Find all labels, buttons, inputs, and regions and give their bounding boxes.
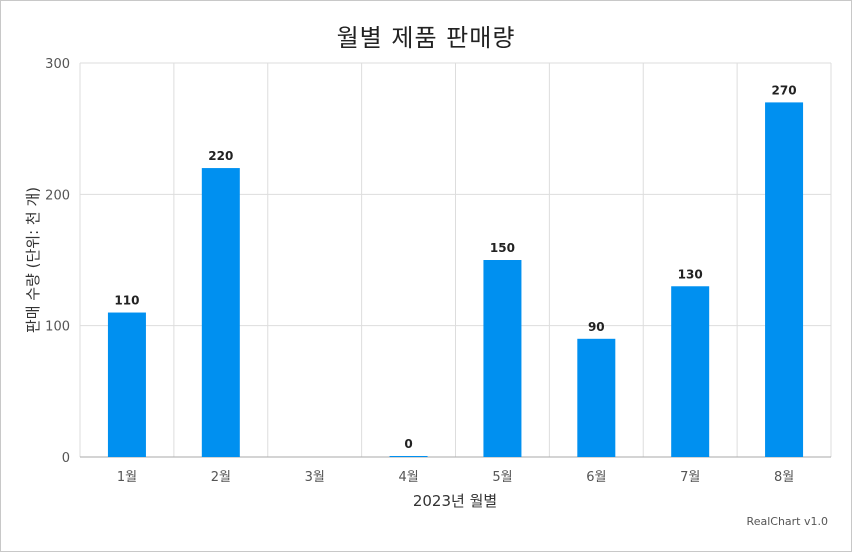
y-tick-label: 200 [45, 188, 70, 203]
x-tick-label: 7월 [680, 470, 700, 485]
x-axis-title: 2023년 월별 [413, 492, 497, 510]
bar [671, 286, 710, 457]
y-tick-label: 300 [45, 57, 70, 72]
value-labels: 110 220 0 150 90 130 270 [114, 83, 796, 451]
bar [577, 338, 616, 457]
x-tick-label: 8월 [774, 470, 794, 485]
bar-value-label: 110 [114, 294, 139, 308]
x-tick-label: 5월 [492, 470, 512, 485]
bar-value-label: 220 [208, 149, 233, 163]
bar-value-label: 0 [404, 437, 412, 451]
bar-value-label: 90 [588, 320, 605, 334]
y-tick-labels: 0 100 200 300 [45, 57, 70, 466]
y-tick-label: 100 [45, 320, 70, 335]
bars [107, 102, 804, 458]
bar [765, 102, 804, 458]
x-tick-label: 3월 [305, 470, 325, 485]
grid-lines [79, 62, 832, 458]
chart-credit: RealChart v1.0 [746, 515, 828, 528]
bar-value-label: 150 [490, 241, 515, 255]
chart-title: 월별 제품 판매량 [336, 24, 516, 52]
x-tick-labels: 1월 2월 3월 4월 5월 6월 7월 8월 [117, 470, 794, 485]
bar [483, 260, 522, 457]
y-tick-label: 0 [62, 451, 70, 466]
bar [201, 168, 240, 458]
bar [107, 312, 146, 457]
x-tick-label: 1월 [117, 470, 137, 485]
x-tick-label: 6월 [586, 470, 606, 485]
x-tick-label: 4월 [398, 470, 418, 485]
bar [389, 456, 428, 457]
bar-value-label: 270 [772, 83, 797, 97]
bar-value-label: 130 [678, 267, 703, 281]
y-axis-title: 판매 수량 (단위: 천 개) [24, 187, 42, 333]
x-tick-label: 2월 [211, 470, 231, 485]
